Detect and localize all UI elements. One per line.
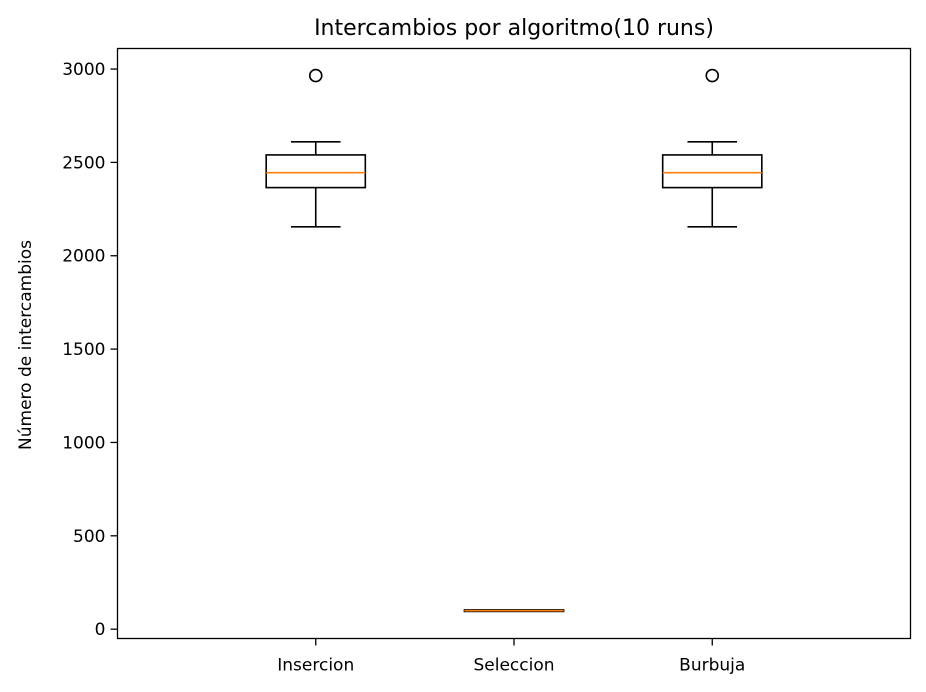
x-tick-label: Insercion <box>277 656 354 676</box>
x-tick-label: Seleccion <box>473 656 554 676</box>
x-axis-ticks: Insercion Seleccion Burbuja <box>277 638 745 676</box>
y-tick-label: 2500 <box>62 153 105 173</box>
plot-area-frame <box>116 47 912 640</box>
box-insercion <box>265 68 367 228</box>
x-tick-label: Burbuja <box>679 656 745 676</box>
iqr-box <box>265 154 367 189</box>
chart-title: Intercambios por algoritmo(10 runs) <box>314 16 714 41</box>
y-axis-label: Número de intercambios <box>16 240 36 450</box>
box-burbuja <box>661 68 763 228</box>
y-tick-label: 1500 <box>62 340 105 360</box>
y-tick-label: 500 <box>73 527 105 547</box>
box-series <box>265 68 763 613</box>
y-tick-label: 1000 <box>62 433 105 453</box>
outlier-point <box>308 68 323 83</box>
y-axis-ticks: 0 500 1000 1500 2000 2500 3000 <box>62 60 118 640</box>
y-tick-label: 2000 <box>62 247 105 267</box>
iqr-box <box>661 154 763 189</box>
y-tick-label: 3000 <box>62 60 105 80</box>
box-seleccion <box>463 609 565 613</box>
y-tick-label: 0 <box>95 620 106 640</box>
outlier-point <box>705 68 720 83</box>
